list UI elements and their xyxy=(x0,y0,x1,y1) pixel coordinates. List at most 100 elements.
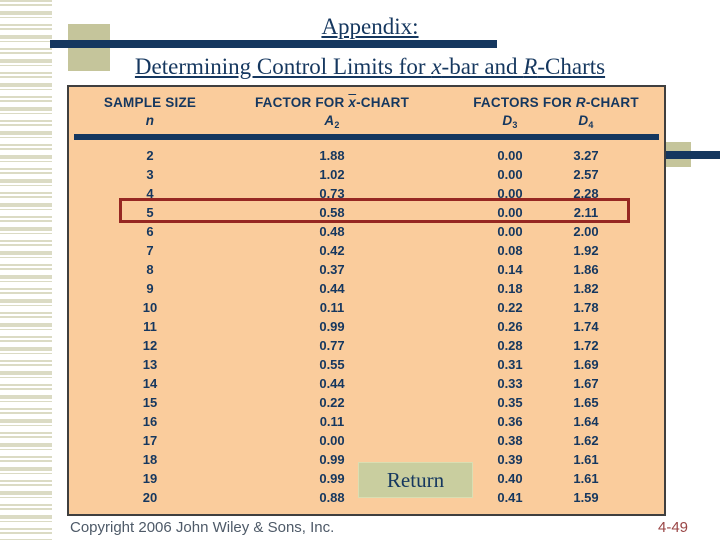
cell-d3: 0.39 xyxy=(497,452,523,467)
cell-a2: 0.48 xyxy=(319,224,345,239)
slide-title: Appendix: Determining Control Limits for… xyxy=(60,14,680,80)
cell-a2: 0.37 xyxy=(319,262,345,277)
table-row: 12 0.77 0.28 1.72 xyxy=(69,336,664,355)
cell-a2: 0.44 xyxy=(319,281,345,296)
cell-d4: 1.61 xyxy=(573,452,599,467)
cell-a2: 0.73 xyxy=(319,186,345,201)
row-highlight-box xyxy=(119,198,630,223)
cell-n: 8 xyxy=(146,262,154,277)
cell-a2: 0.99 xyxy=(319,452,345,467)
cell-a2: 0.58 xyxy=(319,205,345,220)
cell-d4: 1.65 xyxy=(573,395,599,410)
cell-d3: 0.36 xyxy=(497,414,523,429)
header-factor-xbar-chart: FACTOR FOR x-CHART xyxy=(254,95,410,110)
cell-n: 5 xyxy=(146,205,154,220)
header-factors-r-chart: FACTORS FOR R-CHART xyxy=(473,95,639,110)
control-limits-table: SAMPLE SIZE FACTOR FOR x-CHART FACTORS F… xyxy=(67,85,666,516)
table-row: 13 0.55 0.31 1.69 xyxy=(69,355,664,374)
cell-d4: 1.61 xyxy=(573,471,599,486)
cell-a2: 0.00 xyxy=(319,433,345,448)
table-row: 20 0.88 0.41 1.59 xyxy=(69,488,664,507)
cell-a2: 0.11 xyxy=(319,414,345,429)
cell-a2: 0.55 xyxy=(319,357,345,372)
cell-d3: 0.08 xyxy=(497,243,523,258)
header-divider-rule xyxy=(74,134,659,140)
cell-d3: 0.41 xyxy=(497,490,523,505)
cell-n: 11 xyxy=(143,319,157,334)
cell-d3: 0.22 xyxy=(497,300,523,315)
table-row: 8 0.37 0.14 1.86 xyxy=(69,260,664,279)
cell-n: 7 xyxy=(146,243,154,258)
cell-n: 9 xyxy=(146,281,154,296)
cell-a2: 1.88 xyxy=(319,148,345,163)
cell-a2: 0.11 xyxy=(319,300,345,315)
left-stripe-pattern xyxy=(0,0,52,540)
cell-d3: 0.00 xyxy=(497,167,523,182)
title-line1: Appendix: xyxy=(321,14,419,39)
cell-a2: 0.22 xyxy=(319,395,345,410)
cell-d4: 1.78 xyxy=(573,300,599,315)
table-row: 17 0.00 0.38 1.62 xyxy=(69,431,664,450)
cell-d4: 1.69 xyxy=(573,357,599,372)
cell-n: 20 xyxy=(142,490,158,505)
cell-d3: 0.28 xyxy=(497,338,523,353)
cell-d4: 1.82 xyxy=(573,281,599,296)
cell-n: 2 xyxy=(146,148,154,163)
header-d3: D3 xyxy=(502,113,518,130)
title-line2: Determining Control Limits for x-bar and… xyxy=(134,54,606,79)
cell-a2: 0.42 xyxy=(319,243,345,258)
cell-a2: 1.02 xyxy=(319,167,345,182)
cell-n: 10 xyxy=(142,300,158,315)
header-sample-size: SAMPLE SIZE xyxy=(103,95,197,110)
cell-d3: 0.35 xyxy=(497,395,523,410)
table-row: 16 0.11 0.36 1.64 xyxy=(69,412,664,431)
return-button[interactable]: Return xyxy=(358,462,473,498)
cell-d4: 1.64 xyxy=(573,414,599,429)
cell-d4: 1.92 xyxy=(573,243,599,258)
cell-a2: 0.44 xyxy=(319,376,345,391)
cell-d3: 0.40 xyxy=(497,471,523,486)
cell-d4: 1.86 xyxy=(573,262,599,277)
table-row: 19 0.99 0.40 1.61 xyxy=(69,469,664,488)
table-body: 2 1.88 0.00 3.27 3 1.02 0.00 2.57 4 0.73 0.00 2.28 5… xyxy=(69,146,664,507)
table-row: 18 0.99 0.39 1.61 xyxy=(69,450,664,469)
cell-a2: 0.99 xyxy=(319,471,345,486)
cell-d4: 1.67 xyxy=(573,376,599,391)
cell-d4: 1.62 xyxy=(573,433,599,448)
table-row: 9 0.44 0.18 1.82 xyxy=(69,279,664,298)
table-row: 14 0.44 0.33 1.67 xyxy=(69,374,664,393)
table-row: 3 1.02 0.00 2.57 xyxy=(69,165,664,184)
cell-n: 4 xyxy=(146,186,154,201)
cell-d4: 2.00 xyxy=(573,224,599,239)
cell-n: 17 xyxy=(142,433,158,448)
cell-d4: 1.74 xyxy=(573,319,599,334)
cell-n: 15 xyxy=(142,395,158,410)
cell-d4: 2.57 xyxy=(573,167,599,182)
cell-a2: 0.77 xyxy=(319,338,345,353)
cell-d3: 0.00 xyxy=(497,186,523,201)
header-d4: D4 xyxy=(578,113,594,130)
cell-d3: 0.38 xyxy=(497,433,523,448)
cell-d3: 0.33 xyxy=(497,376,523,391)
cell-d3: 0.00 xyxy=(497,205,523,220)
table-row: 15 0.22 0.35 1.65 xyxy=(69,393,664,412)
cell-n: 18 xyxy=(142,452,158,467)
slide-number: 4-49 xyxy=(658,519,689,536)
decor-navy-bar-right xyxy=(663,151,720,159)
header-n: n xyxy=(145,113,155,128)
cell-d3: 0.31 xyxy=(497,357,523,372)
decor-navy-bar-top xyxy=(50,40,497,48)
copyright-text: Copyright 2006 John Wiley & Sons, Inc. xyxy=(70,519,335,536)
cell-a2: 0.99 xyxy=(319,319,345,334)
cell-n: 6 xyxy=(146,224,154,239)
cell-n: 3 xyxy=(146,167,154,182)
cell-n: 12 xyxy=(142,338,158,353)
table-row: 5 0.58 0.00 2.11 xyxy=(69,203,664,222)
cell-n: 13 xyxy=(142,357,158,372)
cell-d3: 0.00 xyxy=(497,224,523,239)
cell-n: 19 xyxy=(142,471,158,486)
cell-a2: 0.88 xyxy=(319,490,345,505)
cell-d4: 3.27 xyxy=(573,148,599,163)
cell-d4: 2.11 xyxy=(573,205,599,220)
cell-n: 16 xyxy=(142,414,158,429)
